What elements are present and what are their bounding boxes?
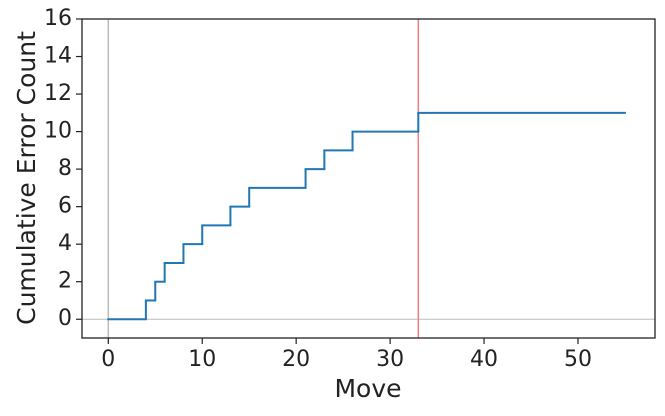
y-tick-label: 6 [58, 194, 72, 219]
x-tick-label: 50 [564, 347, 592, 372]
plot-frame [81, 18, 656, 339]
y-tick-label: 4 [58, 231, 72, 256]
x-tick-label: 0 [101, 347, 115, 372]
x-axis-label: Move [334, 374, 401, 403]
y-axis-label: Cumulative Error Count [12, 31, 41, 325]
y-tick-label: 2 [58, 269, 72, 294]
x-tick-label: 10 [188, 347, 216, 372]
x-tick-label: 30 [376, 347, 404, 372]
y-tick-label: 14 [44, 44, 72, 69]
y-tick-label: 16 [44, 6, 72, 31]
y-tick-label: 12 [44, 81, 72, 106]
y-tick-label: 10 [44, 119, 72, 144]
y-tick-label: 8 [58, 156, 72, 181]
x-tick-label: 20 [282, 347, 310, 372]
x-tick-label: 40 [470, 347, 498, 372]
y-tick-label: 0 [58, 306, 72, 331]
